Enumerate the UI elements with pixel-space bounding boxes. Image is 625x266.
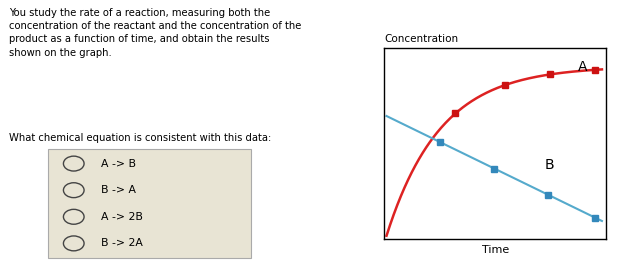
Text: A -> B: A -> B [101,159,136,169]
Text: A -> 2B: A -> 2B [101,212,143,222]
Text: B: B [544,157,554,172]
Text: Concentration: Concentration [384,34,459,44]
Text: What chemical equation is consistent with this data:: What chemical equation is consistent wit… [9,133,271,143]
Text: You study the rate of a reaction, measuring both the
concentration of the reacta: You study the rate of a reaction, measur… [9,8,302,57]
Text: B -> 2A: B -> 2A [101,238,143,248]
Text: B -> A: B -> A [101,185,136,195]
Text: A: A [578,60,587,74]
X-axis label: Time: Time [482,245,509,255]
FancyBboxPatch shape [48,149,251,258]
